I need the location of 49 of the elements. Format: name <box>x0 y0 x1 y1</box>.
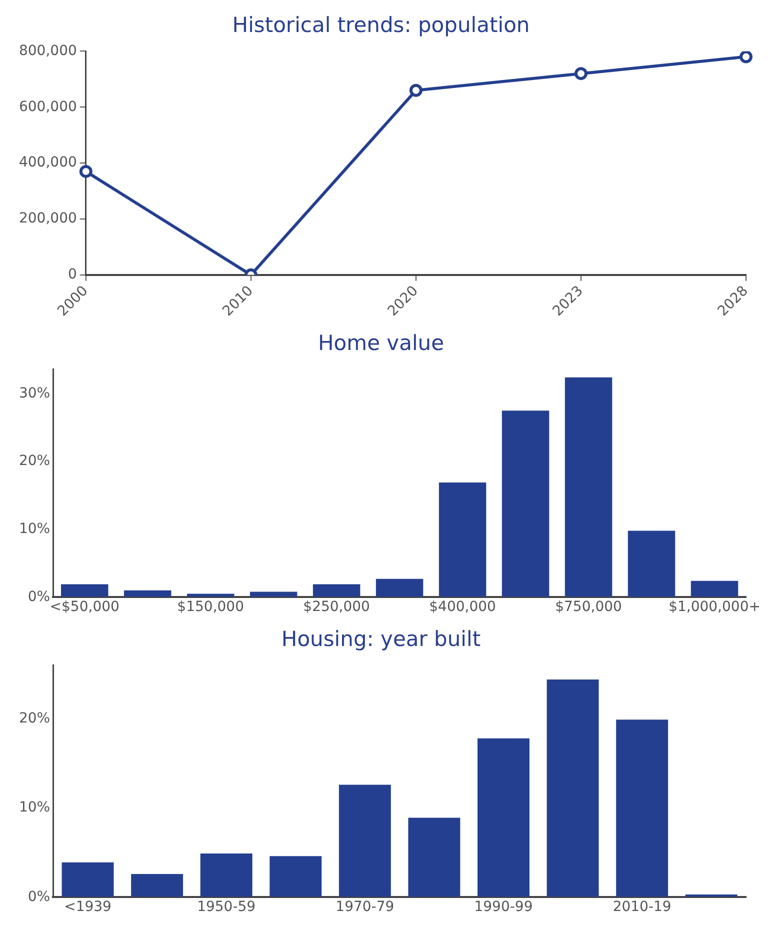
y-tick-label: 20% <box>18 453 50 470</box>
y-tick-label: 200,000 <box>18 210 77 227</box>
x-tick-label: 1990-99 <box>474 899 533 916</box>
bar <box>564 377 612 597</box>
bar <box>60 584 108 597</box>
bar <box>628 530 676 597</box>
point <box>740 51 752 64</box>
bar <box>478 738 530 897</box>
x-tick-label: 1950-59 <box>197 899 256 916</box>
y-tick-label: 10% <box>18 520 50 537</box>
point <box>409 84 422 97</box>
chart-title: Home value <box>318 331 444 356</box>
bar <box>546 679 599 897</box>
bar <box>250 592 298 597</box>
y-tick-label: 10% <box>18 800 50 816</box>
x-tick-label: $150,000 <box>177 599 244 616</box>
x-tick-label: $1,000,000+ <box>668 599 760 616</box>
y-tick-label: 30% <box>18 385 50 402</box>
y-tick-label: 0 <box>68 266 77 283</box>
bar <box>438 482 486 597</box>
bar <box>312 584 360 597</box>
x-tick-label: 2010-19 <box>612 899 672 916</box>
chart-title: Housing: year built <box>281 627 481 652</box>
y-tick-label: 0% <box>28 888 50 905</box>
bar <box>690 580 738 597</box>
bar <box>131 874 184 897</box>
x-tick-label: 1970-79 <box>336 899 394 916</box>
bar <box>338 784 391 897</box>
bar <box>408 818 460 897</box>
bar <box>124 590 172 597</box>
y-tick-label: 800,000 <box>18 42 77 59</box>
bar <box>502 410 550 597</box>
bar <box>200 853 252 897</box>
chart-title: Historical trends: population <box>232 13 530 38</box>
y-tick-label: 600,000 <box>18 98 77 115</box>
bar <box>376 578 424 597</box>
x-tick-label: $750,000 <box>555 599 622 616</box>
y-tick-label: 0% <box>28 588 50 605</box>
x-tick-label: $400,000 <box>429 599 496 616</box>
bar <box>62 862 114 897</box>
x-tick-label: $250,000 <box>303 599 370 616</box>
bar <box>270 856 322 897</box>
point <box>79 164 92 178</box>
x-tick-label: <$50,000 <box>50 599 120 616</box>
point <box>574 67 588 80</box>
y-tick-label: 20% <box>18 710 50 726</box>
x-tick-label: <1939 <box>64 899 112 916</box>
y-tick-label: 400,000 <box>18 154 77 171</box>
bar <box>616 720 668 897</box>
